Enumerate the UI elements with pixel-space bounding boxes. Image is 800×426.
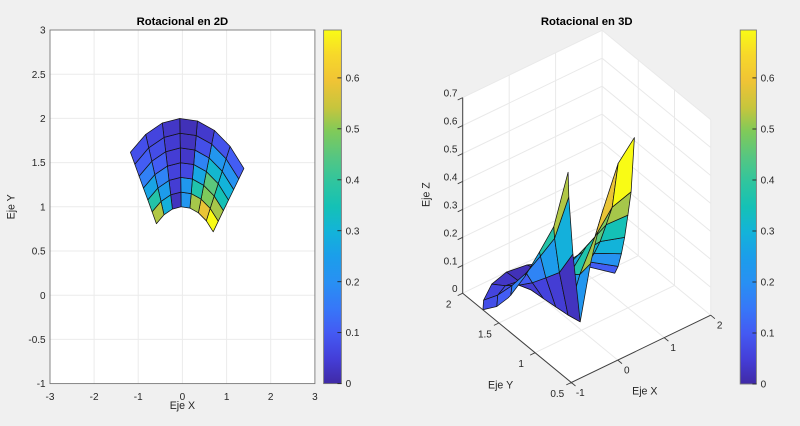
svg-text:0.6: 0.6	[346, 74, 360, 85]
svg-text:Eje Y: Eje Y	[488, 380, 513, 392]
svg-text:2.5: 2.5	[32, 70, 46, 81]
svg-text:0.4: 0.4	[761, 176, 775, 187]
svg-text:0.3: 0.3	[761, 227, 775, 238]
svg-text:Rotacional en 2D: Rotacional en 2D	[137, 16, 229, 28]
svg-text:0.2: 0.2	[444, 228, 458, 239]
svg-text:0.5: 0.5	[32, 247, 46, 258]
svg-text:1.5: 1.5	[32, 158, 46, 169]
svg-text:0: 0	[624, 366, 630, 377]
svg-text:1.5: 1.5	[478, 330, 492, 341]
svg-text:2: 2	[717, 321, 723, 332]
svg-text:0.2: 0.2	[761, 278, 775, 289]
svg-text:Rotacional en 3D: Rotacional en 3D	[541, 16, 633, 28]
svg-text:2: 2	[40, 114, 46, 125]
svg-text:0.6: 0.6	[761, 74, 775, 85]
svg-text:0.6: 0.6	[444, 117, 458, 128]
svg-text:1: 1	[670, 343, 676, 354]
svg-text:1: 1	[40, 202, 46, 213]
svg-text:-2: -2	[90, 392, 99, 403]
svg-text:-1: -1	[134, 392, 143, 403]
svg-text:Eje X: Eje X	[632, 386, 657, 398]
svg-text:1: 1	[224, 392, 230, 403]
svg-text:0.4: 0.4	[346, 175, 360, 186]
svg-text:Eje X: Eje X	[170, 400, 195, 412]
svg-text:-1: -1	[576, 388, 585, 399]
svg-text:0.5: 0.5	[550, 389, 564, 400]
svg-text:0.5: 0.5	[761, 125, 775, 136]
svg-text:-3: -3	[46, 392, 55, 403]
svg-text:0.3: 0.3	[346, 226, 360, 237]
svg-text:0: 0	[761, 380, 767, 391]
svg-text:-1: -1	[37, 379, 46, 390]
svg-text:0.1: 0.1	[346, 328, 360, 339]
svg-text:0.5: 0.5	[444, 145, 458, 156]
svg-text:0.1: 0.1	[761, 329, 775, 340]
svg-text:0.3: 0.3	[444, 200, 458, 211]
svg-text:Eje Z: Eje Z	[420, 182, 432, 207]
svg-text:0.1: 0.1	[444, 256, 458, 267]
svg-text:3: 3	[40, 26, 46, 37]
svg-text:0: 0	[452, 284, 458, 295]
svg-text:1: 1	[518, 359, 524, 370]
svg-text:0.5: 0.5	[346, 124, 360, 135]
svg-text:2: 2	[446, 300, 452, 311]
svg-text:0: 0	[180, 392, 186, 403]
svg-text:3: 3	[312, 392, 318, 403]
svg-text:Eje Y: Eje Y	[6, 194, 18, 219]
svg-text:-0.5: -0.5	[28, 335, 46, 346]
svg-text:0.7: 0.7	[444, 89, 458, 100]
svg-text:0: 0	[346, 379, 352, 390]
svg-text:0.4: 0.4	[444, 172, 458, 183]
svg-text:0: 0	[40, 291, 46, 302]
svg-text:0.2: 0.2	[346, 277, 360, 288]
svg-text:2: 2	[268, 392, 274, 403]
